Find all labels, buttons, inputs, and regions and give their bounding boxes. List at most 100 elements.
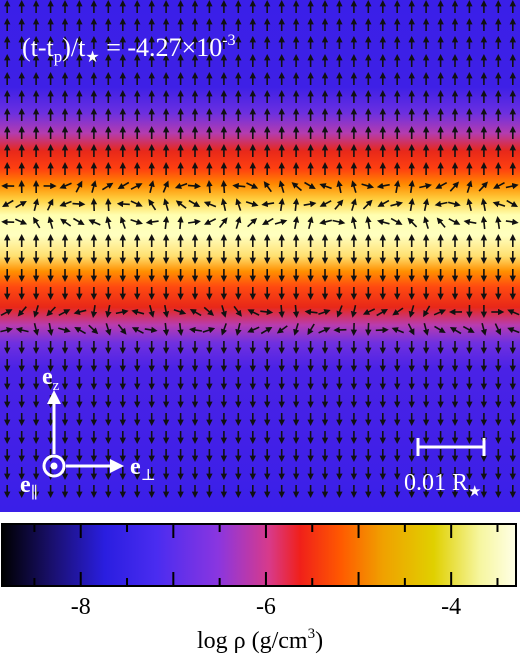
velocity-arrow	[162, 180, 169, 193]
velocity-arrow	[187, 218, 201, 226]
velocity-arrow	[175, 200, 187, 209]
velocity-arrow	[419, 182, 432, 190]
unit-vector-legend: ez e⊥ e∥	[20, 364, 156, 502]
velocity-arrow	[307, 323, 315, 336]
velocity-arrow	[220, 305, 227, 318]
velocity-arrow	[361, 182, 375, 189]
velocity-arrow	[187, 182, 201, 190]
velocity-arrow	[247, 217, 258, 228]
velocity-arrow	[105, 216, 112, 229]
velocity-arrow	[220, 323, 227, 336]
velocity-arrow	[492, 201, 506, 208]
velocity-arrow	[336, 180, 343, 194]
velocity-arrow	[377, 199, 390, 207]
velocity-arrow	[15, 201, 27, 209]
velocity-arrow	[408, 198, 415, 212]
density-map	[0, 0, 520, 512]
velocity-arrow	[376, 309, 388, 317]
velocity-arrow-field	[0, 0, 520, 498]
velocity-arrow	[376, 182, 390, 190]
velocity-arrow	[220, 180, 228, 194]
velocity-arrow	[304, 181, 316, 189]
velocity-arrow	[292, 304, 300, 318]
velocity-arrow	[493, 181, 505, 189]
velocity-arrow	[131, 309, 145, 316]
velocity-arrow	[218, 217, 228, 228]
velocity-arrow	[117, 324, 127, 335]
velocity-arrow	[391, 327, 404, 334]
velocity-arrow	[162, 322, 170, 336]
velocity-arrow	[90, 180, 97, 193]
velocity-arrow	[495, 216, 502, 230]
velocity-arrow	[434, 200, 448, 208]
velocity-arrow	[75, 180, 83, 193]
velocity-arrow	[407, 323, 415, 336]
velocity-arrow	[47, 216, 54, 229]
velocity-arrow	[116, 200, 130, 208]
colorbar: -8 -6 -4 log ρ (g/cm3)	[1, 523, 517, 654]
velocity-arrow	[59, 200, 72, 207]
velocity-arrow	[58, 326, 71, 333]
velocity-arrow	[117, 181, 130, 190]
velocity-arrow	[59, 182, 72, 189]
velocity-arrow	[235, 198, 242, 211]
velocity-arrow	[130, 200, 143, 207]
velocity-arrow	[220, 198, 228, 211]
velocity-arrow	[506, 199, 518, 207]
velocity-arrow	[407, 217, 418, 228]
velocity-arrow	[362, 308, 376, 315]
velocity-arrow	[247, 309, 260, 316]
colorbar-tick-label: -8	[71, 594, 91, 620]
velocity-arrow	[392, 307, 404, 316]
velocity-arrow	[278, 304, 285, 318]
velocity-arrow	[449, 326, 462, 335]
velocity-arrow	[365, 216, 372, 230]
velocity-arrow	[293, 323, 300, 336]
velocity-arrow	[33, 216, 41, 229]
velocity-arrow	[350, 305, 358, 318]
velocity-arrow	[245, 200, 259, 207]
epar-label: e∥	[20, 472, 38, 502]
velocity-arrow	[206, 180, 213, 194]
velocity-arrow	[235, 323, 242, 336]
velocity-arrow	[423, 305, 431, 318]
velocity-arrow	[58, 309, 71, 317]
time-label-eq: = -4.27×10	[100, 33, 222, 62]
velocity-arrow	[235, 216, 242, 229]
velocity-arrow	[408, 180, 415, 194]
velocity-arrow	[422, 322, 430, 336]
velocity-arrow	[174, 182, 188, 189]
velocity-arrow	[507, 327, 520, 334]
velocity-arrow	[393, 180, 401, 194]
velocity-arrow	[318, 309, 331, 316]
velocity-arrow	[14, 218, 28, 225]
velocity-arrow	[449, 181, 460, 192]
time-label-prefix: (t-t	[22, 33, 55, 62]
out-of-plane-symbol	[42, 454, 66, 478]
velocity-arrow	[408, 305, 415, 318]
velocity-arrow	[334, 199, 344, 210]
velocity-arrow	[246, 182, 259, 189]
velocity-arrow	[292, 216, 300, 230]
velocity-arrow	[90, 304, 98, 318]
velocity-arrow	[202, 327, 216, 334]
velocity-arrow	[377, 219, 390, 226]
velocity-arrow	[33, 305, 40, 318]
velocity-arrow	[390, 217, 403, 225]
velocity-arrow	[73, 308, 87, 316]
velocity-arrow	[448, 218, 461, 225]
velocity-arrow	[73, 217, 85, 225]
velocity-arrow	[233, 305, 242, 317]
colorbar-label: log ρ (g/cm3)	[197, 626, 323, 654]
velocity-arrow	[188, 199, 201, 207]
velocity-arrow	[131, 327, 144, 334]
velocity-arrow	[47, 322, 54, 336]
velocity-arrow	[203, 306, 215, 316]
velocity-arrow	[177, 216, 184, 230]
velocity-arrow	[148, 199, 157, 211]
velocity-arrow	[145, 218, 159, 226]
velocity-arrow	[336, 305, 343, 318]
velocity-arrow	[350, 198, 357, 211]
velocity-arrow	[278, 198, 285, 212]
